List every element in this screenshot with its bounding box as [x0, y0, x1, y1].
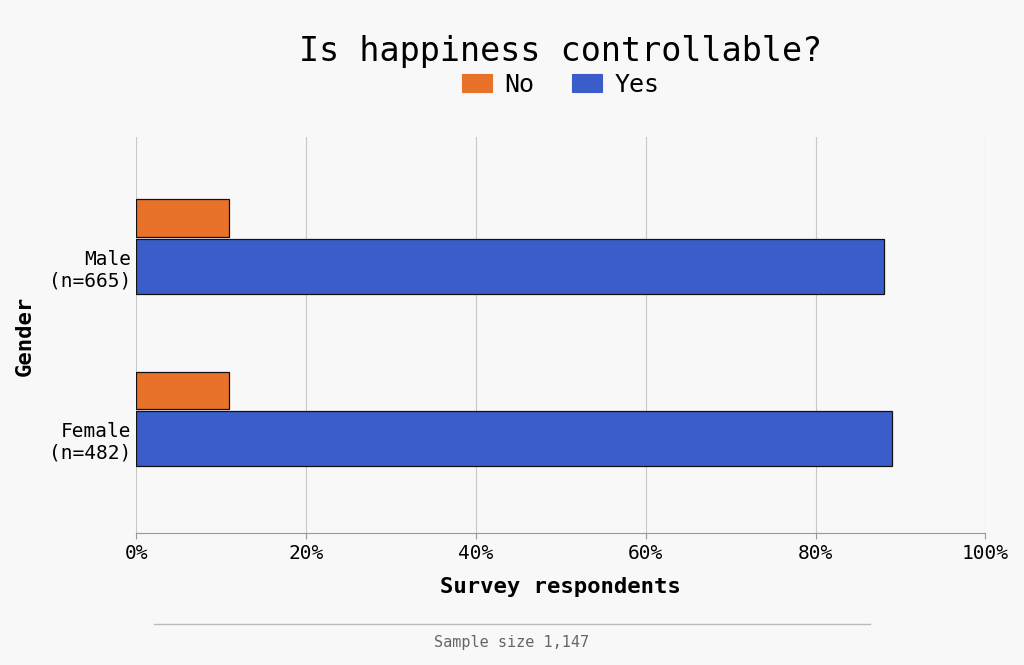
Bar [136, 411, 892, 466]
Text: Sample size 1,147: Sample size 1,147 [434, 635, 590, 650]
X-axis label: Survey respondents: Survey respondents [440, 577, 681, 597]
Bar [136, 372, 229, 410]
Bar [136, 200, 229, 237]
Bar [136, 239, 884, 294]
Title: Is happiness controllable?: Is happiness controllable? [299, 35, 822, 68]
Y-axis label: Gender: Gender [15, 295, 35, 376]
Legend: No, Yes: No, Yes [452, 63, 670, 106]
